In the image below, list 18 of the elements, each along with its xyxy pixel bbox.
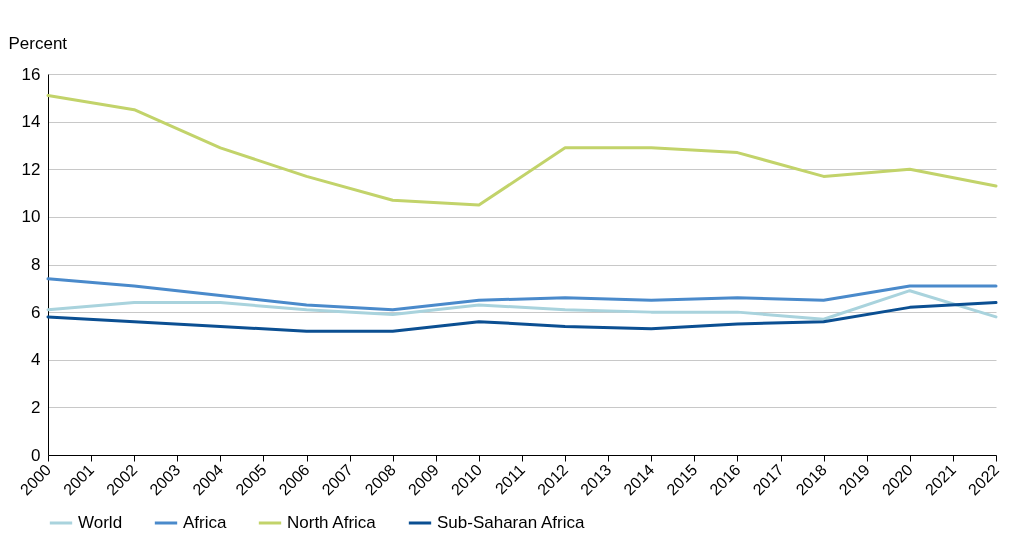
y-tick-label: 16 (21, 64, 41, 84)
legend-label: Sub-Saharan Africa (437, 513, 585, 532)
y-tick-label: 2 (31, 397, 41, 417)
y-tick-label: 6 (31, 302, 41, 322)
legend-label: Africa (183, 513, 227, 532)
legend-label: North Africa (287, 513, 377, 532)
y-tick-label: 10 (21, 207, 41, 227)
y-axis-title: Percent (8, 33, 68, 53)
line-series (46, 289, 998, 321)
y-tick-label: 4 (31, 350, 41, 370)
y-tick-label: 0 (31, 445, 41, 465)
y-tick-label: 12 (21, 159, 41, 179)
legend-label: World (78, 513, 123, 532)
line-series (46, 277, 998, 312)
line-series (46, 93, 998, 207)
y-tick-label: 8 (31, 255, 41, 274)
y-tick-label: 14 (21, 112, 41, 132)
line-series (46, 301, 998, 333)
